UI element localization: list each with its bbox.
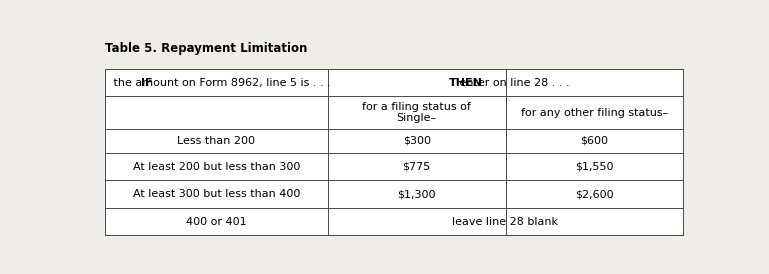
Text: for any other filing status–: for any other filing status– — [521, 108, 668, 118]
Text: THEN: THEN — [449, 78, 483, 87]
Text: IF: IF — [96, 236, 108, 246]
Text: $300: $300 — [403, 136, 431, 146]
Text: $775: $775 — [402, 162, 431, 172]
Text: $600: $600 — [581, 136, 608, 146]
Text: At least 200 but less than 300: At least 200 but less than 300 — [133, 162, 300, 172]
Text: $2,600: $2,600 — [575, 189, 614, 199]
Text: At least 300 but less than 400: At least 300 but less than 400 — [133, 189, 300, 199]
Text: the amount on Form 8962, line 5 is . . .: the amount on Form 8962, line 5 is . . . — [110, 78, 331, 87]
Text: for a filing status of
Single–: for a filing status of Single– — [362, 102, 471, 124]
Text: leave line 28 blank: leave line 28 blank — [452, 217, 558, 227]
Text: $1,300: $1,300 — [398, 189, 436, 199]
Text: Less than 200: Less than 200 — [178, 136, 255, 146]
Text: 400 or 401: 400 or 401 — [186, 217, 247, 227]
Text: Table 5. Repayment Limitation: Table 5. Repayment Limitation — [105, 42, 308, 55]
Text: enter on line 28 . . .: enter on line 28 . . . — [456, 78, 570, 87]
Text: $1,550: $1,550 — [575, 162, 614, 172]
Text: IF: IF — [141, 78, 152, 87]
Bar — [105, 69, 683, 235]
